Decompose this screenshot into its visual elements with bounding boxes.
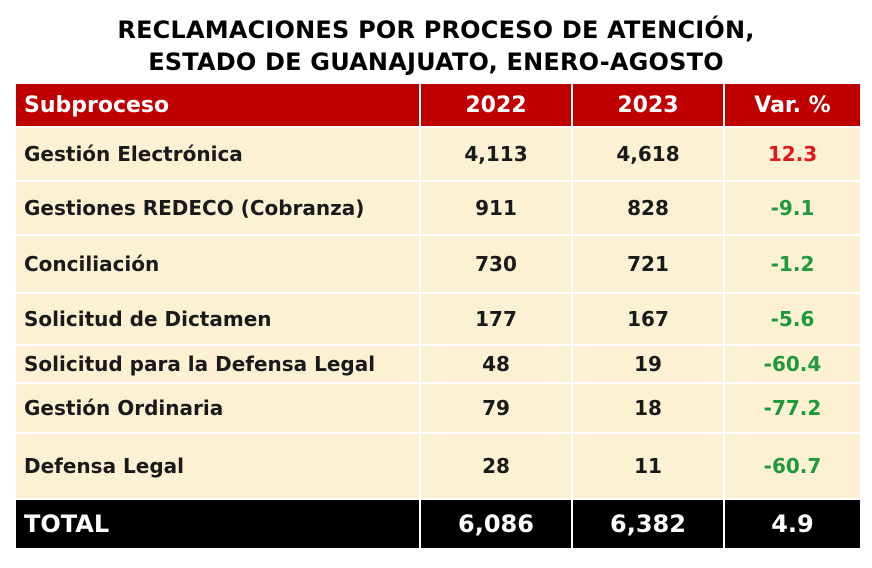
table-row: Conciliación 730 721 -1.2 [14, 234, 862, 294]
row-2022: 4,113 [419, 126, 573, 182]
row-var: -77.2 [723, 382, 862, 434]
table-row: Defensa Legal 28 11 -60.7 [14, 432, 862, 500]
table-row: Gestiones REDECO (Cobranza) 911 828 -9.1 [14, 180, 862, 236]
table-header-row: Subproceso 2022 2023 Var. % [14, 82, 862, 128]
row-label: Solicitud de Dictamen [14, 292, 421, 346]
row-var: -60.4 [723, 344, 862, 384]
row-2022: 730 [419, 234, 573, 294]
row-2022: 79 [419, 382, 573, 434]
table-row: Gestión Electrónica 4,113 4,618 12.3 [14, 126, 862, 182]
row-label: Gestión Electrónica [14, 126, 421, 182]
header-subproceso: Subproceso [14, 82, 421, 128]
row-var: -5.6 [723, 292, 862, 346]
row-var: -9.1 [723, 180, 862, 236]
row-label: Defensa Legal [14, 432, 421, 500]
row-var: -60.7 [723, 432, 862, 500]
row-2023: 828 [571, 180, 725, 236]
row-var: 12.3 [723, 126, 862, 182]
row-label: Gestión Ordinaria [14, 382, 421, 434]
header-2022: 2022 [419, 82, 573, 128]
page-title: RECLAMACIONES POR PROCESO DE ATENCIÓN, E… [0, 14, 872, 78]
total-2023: 6,382 [571, 498, 725, 550]
row-2022: 177 [419, 292, 573, 346]
row-2022: 48 [419, 344, 573, 384]
row-2023: 4,618 [571, 126, 725, 182]
total-2022: 6,086 [419, 498, 573, 550]
row-2022: 28 [419, 432, 573, 500]
row-label: Gestiones REDECO (Cobranza) [14, 180, 421, 236]
claims-table: Subproceso 2022 2023 Var. % Gestión Elec… [14, 82, 862, 550]
title-line-2: ESTADO DE GUANAJUATO, ENERO-AGOSTO [148, 48, 724, 76]
table-row: Solicitud de Dictamen 177 167 -5.6 [14, 292, 862, 346]
total-label: TOTAL [14, 498, 421, 550]
row-label: Conciliación [14, 234, 421, 294]
table-row: Gestión Ordinaria 79 18 -77.2 [14, 382, 862, 434]
row-2023: 19 [571, 344, 725, 384]
header-2023: 2023 [571, 82, 725, 128]
total-var: 4.9 [723, 498, 862, 550]
row-2022: 911 [419, 180, 573, 236]
row-2023: 167 [571, 292, 725, 346]
table-row: Solicitud para la Defensa Legal 48 19 -6… [14, 344, 862, 384]
header-var: Var. % [723, 82, 862, 128]
row-2023: 11 [571, 432, 725, 500]
title-line-1: RECLAMACIONES POR PROCESO DE ATENCIÓN, [117, 16, 755, 44]
row-label: Solicitud para la Defensa Legal [14, 344, 421, 384]
total-row: TOTAL 6,086 6,382 4.9 [14, 498, 862, 550]
row-2023: 721 [571, 234, 725, 294]
row-2023: 18 [571, 382, 725, 434]
row-var: -1.2 [723, 234, 862, 294]
